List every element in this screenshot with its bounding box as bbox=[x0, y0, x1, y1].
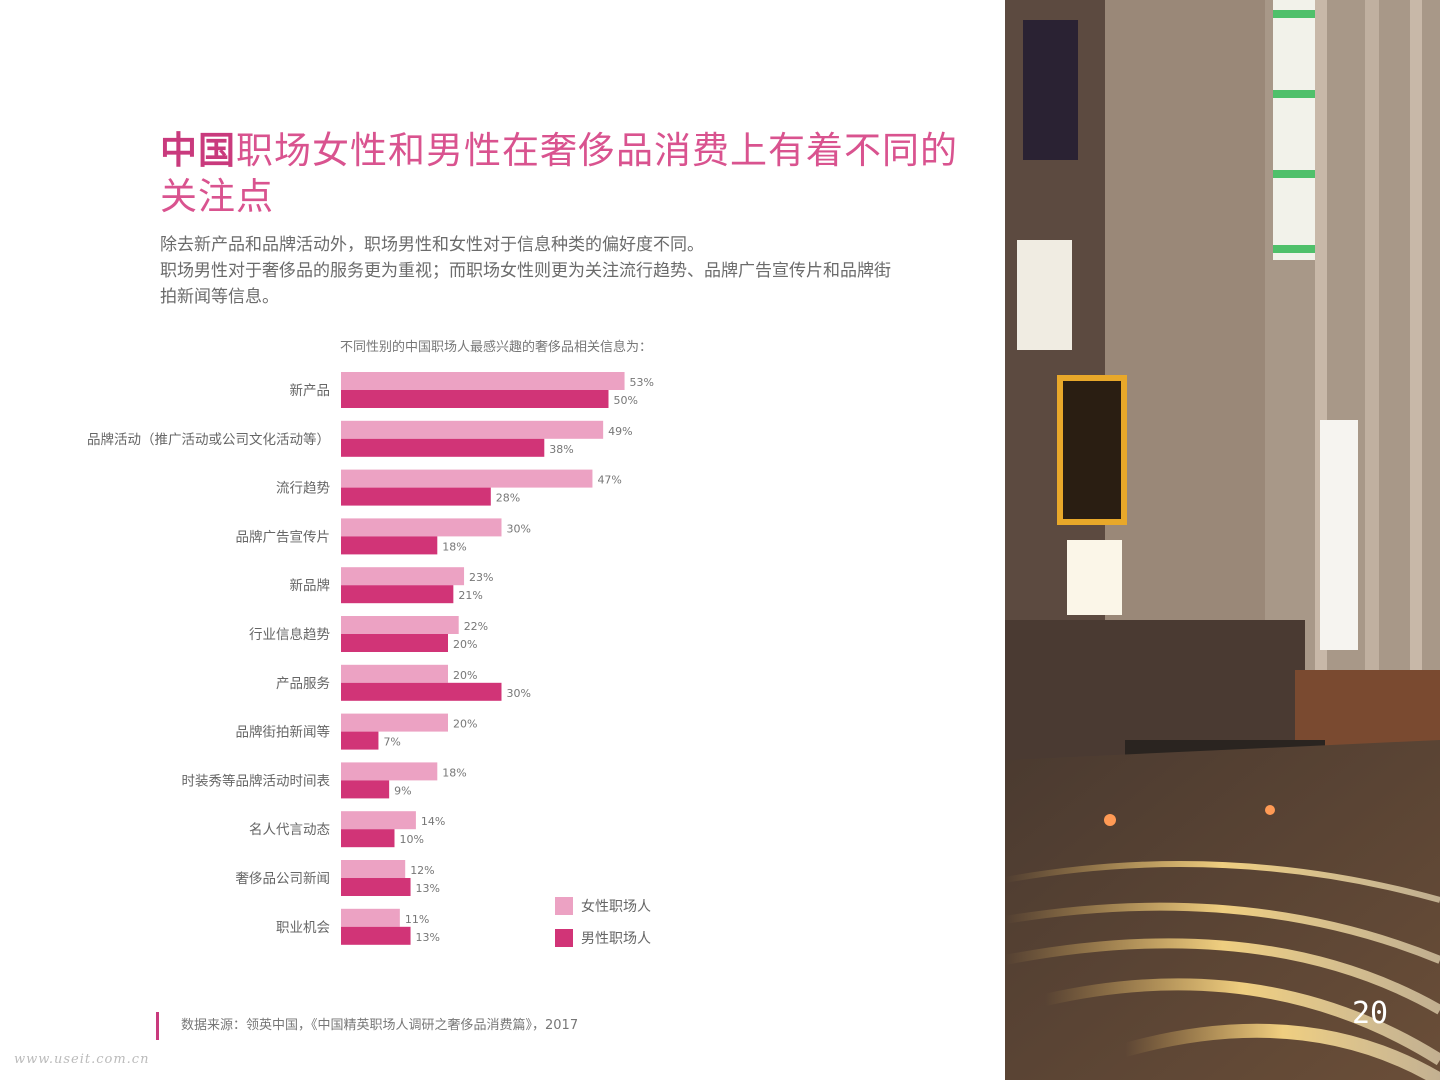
bar-female bbox=[341, 664, 448, 683]
bar-female bbox=[341, 567, 465, 586]
street-photo bbox=[1005, 0, 1440, 1080]
bar-male bbox=[341, 487, 491, 506]
bar-male bbox=[341, 926, 411, 945]
data-label: 20% bbox=[453, 638, 477, 651]
chart-caption: 不同性别的中国职场人最感兴趣的奢侈品相关信息为： bbox=[340, 340, 653, 355]
title-bold-part: 中国 bbox=[160, 129, 236, 172]
bar-male bbox=[341, 731, 379, 750]
data-label: 30% bbox=[507, 522, 531, 535]
data-label: 13% bbox=[416, 931, 440, 944]
category-label: 品牌广告宣传片 bbox=[236, 528, 331, 545]
data-label: 28% bbox=[496, 492, 520, 505]
data-label: 12% bbox=[410, 864, 434, 877]
category-label: 产品服务 bbox=[276, 676, 330, 692]
data-label: 38% bbox=[549, 443, 573, 456]
bar-male bbox=[341, 390, 609, 408]
subtitle-line-3: 拍新闻等信息。 bbox=[160, 287, 279, 307]
data-label: 30% bbox=[507, 687, 531, 700]
legend-item-male: 男性职场人 bbox=[555, 922, 651, 954]
bar-female bbox=[341, 762, 438, 781]
bar-male bbox=[341, 780, 390, 799]
subtitle-line-1: 除去新产品和品牌活动外，职场男性和女性对于信息种类的偏好度不同。 bbox=[160, 235, 704, 255]
data-label: 22% bbox=[464, 620, 488, 633]
data-label: 53% bbox=[630, 376, 654, 389]
category-label: 新品牌 bbox=[290, 577, 331, 594]
subtitle: 除去新产品和品牌活动外，职场男性和女性对于信息种类的偏好度不同。 职场男性对于奢… bbox=[160, 232, 960, 310]
subtitle-line-2: 职场男性对于奢侈品的服务更为重视；而职场女性则更为关注流行趋势、品牌广告宣传片和… bbox=[160, 261, 891, 281]
bar-male bbox=[341, 634, 448, 652]
chart-legend: 女性职场人 男性职场人 bbox=[555, 890, 651, 954]
data-label: 21% bbox=[458, 589, 482, 602]
bar-male bbox=[341, 829, 395, 848]
bar-female bbox=[341, 860, 406, 878]
data-label: 20% bbox=[453, 718, 477, 731]
title-rest-part: 职场女性和男性在奢侈品消费上有着不同的关注点 bbox=[160, 129, 958, 218]
bar-chart: 新产品 53% 50% 品牌活动（推广活动或公司文化活动等） 49% 38% 流行趋势 47%… bbox=[87, 372, 654, 945]
bar-male bbox=[341, 536, 438, 555]
legend-label-male: 男性职场人 bbox=[581, 931, 651, 947]
page-number: 20 bbox=[1351, 996, 1389, 1031]
category-label: 时装秀等品牌活动时间表 bbox=[182, 772, 331, 789]
bar-female bbox=[341, 518, 502, 537]
data-label: 23% bbox=[469, 571, 493, 584]
bar-male bbox=[341, 585, 454, 604]
category-label: 品牌活动（推广活动或公司文化活动等） bbox=[87, 431, 330, 448]
data-label: 50% bbox=[614, 394, 638, 407]
data-label: 10% bbox=[400, 833, 424, 846]
bar-female bbox=[341, 420, 604, 439]
legend-label-female: 女性职场人 bbox=[581, 899, 651, 915]
bar-female bbox=[341, 372, 625, 390]
bar-female bbox=[341, 616, 459, 634]
bar-male bbox=[341, 682, 502, 701]
watermark: www.useit.com.cn bbox=[14, 1052, 150, 1067]
bar-female bbox=[341, 713, 448, 732]
bar-female bbox=[341, 469, 593, 488]
data-label: 11% bbox=[405, 913, 429, 926]
bar-male bbox=[341, 438, 545, 457]
data-label: 18% bbox=[442, 766, 466, 779]
legend-swatch-male bbox=[555, 929, 573, 947]
category-label: 职业机会 bbox=[276, 920, 330, 936]
data-source: 数据来源：领英中国，《中国精英职场人调研之奢侈品消费篇》，2017 bbox=[156, 1012, 578, 1040]
bar-male bbox=[341, 878, 411, 896]
category-label: 新产品 bbox=[290, 383, 331, 399]
data-label: 49% bbox=[608, 425, 632, 438]
page-title: 中国职场女性和男性在奢侈品消费上有着不同的关注点 bbox=[160, 128, 990, 220]
data-label: 9% bbox=[394, 784, 411, 797]
data-label: 18% bbox=[442, 540, 466, 553]
legend-item-female: 女性职场人 bbox=[555, 890, 651, 922]
data-label: 13% bbox=[416, 882, 440, 895]
data-label: 47% bbox=[597, 474, 621, 487]
category-label: 品牌街拍新闻等 bbox=[236, 724, 331, 741]
category-label: 流行趋势 bbox=[276, 481, 330, 497]
bar-female bbox=[341, 908, 400, 927]
category-label: 行业信息趋势 bbox=[249, 626, 330, 643]
legend-swatch-female bbox=[555, 897, 573, 915]
category-label: 奢侈品公司新闻 bbox=[236, 871, 331, 887]
data-label: 14% bbox=[421, 815, 445, 828]
data-label: 20% bbox=[453, 669, 477, 682]
data-label: 7% bbox=[383, 736, 400, 749]
bar-female bbox=[341, 811, 416, 830]
category-label: 名人代言动态 bbox=[249, 822, 330, 838]
